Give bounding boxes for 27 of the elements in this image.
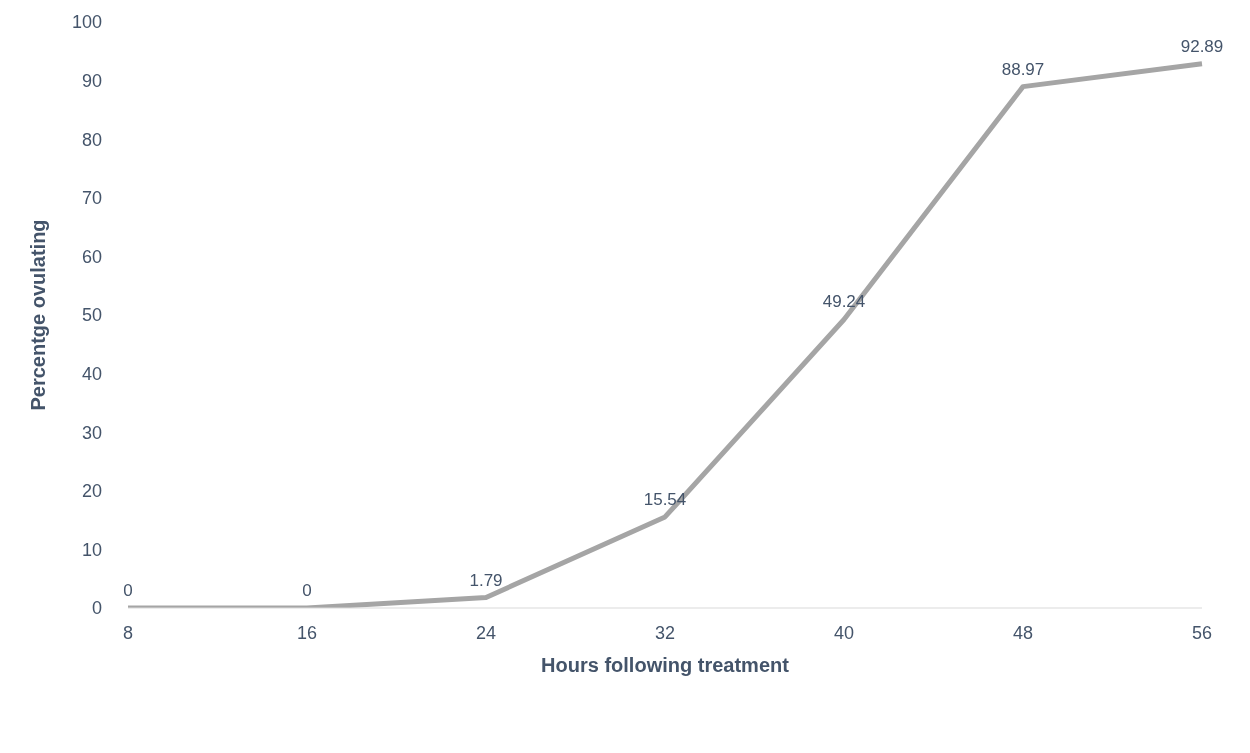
y-tick-label: 70	[81, 188, 102, 209]
data-label: 1.79	[469, 570, 503, 590]
x-tick-label: 16	[296, 622, 318, 643]
data-label: 0	[302, 581, 312, 600]
x-tick-label: 56	[1191, 622, 1213, 643]
y-axis-title: Percentge ovulating	[27, 219, 50, 411]
x-tick-label: 48	[1012, 622, 1034, 643]
y-tick-label: 40	[81, 363, 102, 384]
data-label: 49.24	[822, 292, 866, 312]
x-axis-title: Hours following treatment	[541, 654, 790, 677]
y-tick-label: 0	[91, 598, 102, 619]
x-tick-label: 24	[475, 622, 497, 643]
y-tick-label: 90	[81, 70, 102, 91]
y-tick-label: 100	[71, 12, 102, 33]
y-tick-label: 20	[81, 481, 102, 502]
data-label: 15.54	[643, 489, 687, 509]
data-label: 0	[123, 581, 133, 600]
x-tick-label: 40	[833, 622, 855, 643]
y-tick-label: 60	[81, 246, 102, 267]
data-label: 92.89	[1180, 36, 1224, 56]
data-label: 88.97	[1001, 59, 1045, 79]
y-tick-label: 30	[81, 422, 102, 443]
y-tick-label: 80	[81, 129, 102, 150]
x-tick-label: 32	[654, 622, 676, 643]
y-tick-label: 10	[81, 539, 102, 560]
y-tick-label: 50	[81, 305, 102, 326]
x-tick-label: 8	[122, 622, 134, 643]
